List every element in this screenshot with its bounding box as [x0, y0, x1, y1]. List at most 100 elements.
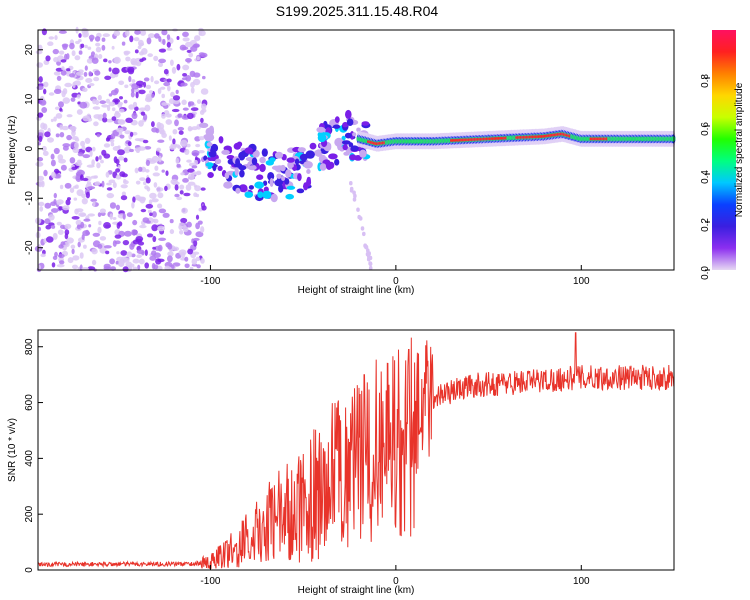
signal-blob [259, 163, 266, 173]
noise-blob [120, 184, 128, 189]
noise-blob [117, 221, 123, 227]
noise-blob [169, 219, 174, 224]
noise-blob [174, 193, 180, 198]
signal-blob [218, 136, 224, 144]
noise-blob [167, 85, 171, 92]
y-tick-label: -20 [24, 240, 35, 255]
noise-blob [178, 222, 185, 226]
noise-blob [135, 236, 144, 242]
signal-blob [341, 140, 351, 145]
noise-blob [163, 81, 171, 87]
signal-blob [305, 150, 315, 159]
noise-blob [103, 58, 108, 63]
noise-blob [187, 248, 194, 255]
noise-blob [182, 178, 189, 183]
noise-blob [136, 149, 140, 153]
noise-blob [119, 96, 123, 100]
noise-blob [53, 168, 60, 174]
noise-blob [145, 177, 151, 184]
noise-blob [64, 182, 72, 189]
noise-blob [66, 114, 73, 118]
noise-blob [103, 245, 112, 249]
tail-blob [352, 190, 356, 195]
noise-blob [122, 213, 126, 220]
noise-blob [169, 229, 175, 235]
noise-blob [64, 82, 73, 88]
noise-blob [194, 35, 201, 42]
noise-blob [132, 196, 136, 203]
noise-blob [95, 156, 99, 162]
noise-blob [179, 184, 185, 190]
noise-blob [200, 258, 205, 264]
noise-blob [55, 133, 60, 138]
noise-blob [151, 224, 159, 232]
signal-blob [226, 155, 235, 160]
noise-blob [196, 99, 202, 104]
signal-blob [244, 191, 254, 198]
signal-blob [254, 181, 265, 189]
noise-blob [190, 45, 198, 52]
noise-blob [84, 65, 88, 71]
snr-frame [37, 329, 675, 571]
x-tick-label: -100 [200, 576, 220, 587]
signal-blob [206, 142, 213, 147]
signal-blob [346, 118, 354, 126]
noise-blob [168, 135, 172, 141]
signal-blob [224, 172, 230, 180]
noise-blob [182, 31, 189, 37]
noise-blob [57, 253, 65, 259]
noise-blob [195, 193, 200, 198]
noise-blob [151, 198, 159, 203]
signal-blob [286, 157, 295, 163]
noise-blob [124, 130, 131, 135]
noise-blob [59, 132, 65, 138]
noise-blob [134, 106, 139, 111]
noise-blob [150, 75, 154, 83]
noise-blob [95, 99, 100, 106]
x-tick-label: -100 [200, 276, 220, 287]
noise-blob [195, 256, 201, 262]
noise-blob [62, 205, 70, 211]
noise-blob [124, 84, 129, 89]
noise-blob [176, 36, 180, 40]
noise-blob [181, 207, 188, 214]
noise-blob [82, 154, 91, 159]
noise-blob [105, 250, 110, 255]
noise-blob [123, 180, 129, 185]
noise-blob [164, 265, 171, 271]
noise-blob [39, 99, 47, 106]
noise-blob [99, 236, 107, 241]
tail-blob [368, 265, 373, 271]
noise-blob [126, 251, 133, 258]
noise-blob [185, 75, 192, 82]
noise-blob [180, 251, 186, 258]
noise-blob [120, 195, 128, 201]
noise-blob [144, 249, 148, 256]
noise-blob [200, 88, 209, 95]
noise-blob [157, 88, 162, 95]
noise-blob [185, 41, 193, 48]
noise-blob [87, 46, 92, 50]
noise-blob [151, 121, 155, 128]
signal-blob [296, 188, 305, 194]
signal-blob [235, 158, 241, 167]
noise-blob [178, 130, 184, 135]
noise-blob [146, 37, 152, 45]
noise-blob [57, 229, 64, 235]
noise-blob [91, 159, 95, 166]
noise-blob [200, 226, 205, 233]
noise-blob [131, 201, 135, 209]
noise-blob [176, 163, 181, 168]
noise-blob [38, 201, 45, 207]
noise-blob [38, 135, 43, 143]
noise-blob [124, 230, 132, 237]
noise-blob [91, 259, 97, 266]
noise-blob [202, 75, 206, 80]
noise-blob [129, 35, 134, 43]
noise-blob [91, 57, 99, 64]
noise-blob [66, 237, 74, 244]
signal-blob [356, 127, 361, 133]
noise-blob [41, 145, 47, 152]
signal-blob [286, 185, 296, 190]
noise-blob [82, 87, 88, 93]
